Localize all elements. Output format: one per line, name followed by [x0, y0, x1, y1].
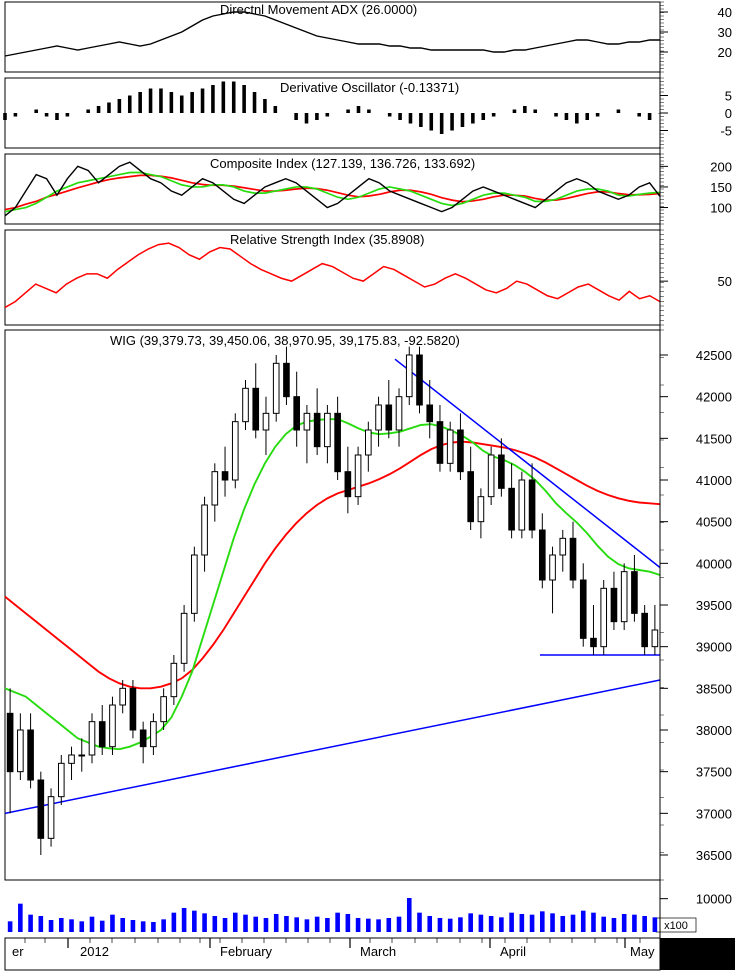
svg-text:10000: 10000: [696, 892, 732, 907]
svg-text:40: 40: [718, 5, 732, 20]
financial-chart-container: 20 30 40 Directnl Movement ADX (26.0000) -5 0…: [0, 0, 740, 974]
svg-text:20: 20: [718, 45, 732, 60]
svg-text:February: February: [220, 944, 273, 959]
svg-text:42500: 42500: [696, 348, 732, 363]
svg-text:38500: 38500: [696, 681, 732, 696]
svg-text:WIG (39,379.73, 39,450.06, 38,: WIG (39,379.73, 39,450.06, 38,970.95, 39…: [110, 333, 460, 348]
svg-text:50: 50: [718, 274, 732, 289]
svg-text:x100: x100: [664, 920, 688, 932]
svg-text:Derivative Oscillator (-0.1337: Derivative Oscillator (-0.13371): [280, 80, 459, 95]
svg-text:37500: 37500: [696, 765, 732, 780]
svg-text:Composite Index (127.139, 136.: Composite Index (127.139, 136.726, 133.6…: [210, 156, 475, 171]
svg-text:April: April: [500, 944, 526, 959]
svg-text:39000: 39000: [696, 640, 732, 655]
svg-text:40000: 40000: [696, 556, 732, 571]
svg-text:March: March: [360, 944, 396, 959]
svg-text:Relative Strength Index (35.89: Relative Strength Index (35.8908): [230, 232, 424, 247]
svg-text:Directnl Movement ADX (26.0000: Directnl Movement ADX (26.0000): [220, 2, 417, 17]
svg-text:37000: 37000: [696, 806, 732, 821]
svg-text:May: May: [630, 944, 655, 959]
chart-svg: 20 30 40 Directnl Movement ADX (26.0000) -5 0…: [0, 0, 740, 974]
svg-text:100: 100: [710, 201, 732, 216]
svg-text:41000: 41000: [696, 473, 732, 488]
svg-text:30: 30: [718, 25, 732, 40]
svg-text:er: er: [12, 944, 24, 959]
svg-text:-5: -5: [720, 124, 732, 139]
svg-text:39500: 39500: [696, 598, 732, 613]
svg-text:200: 200: [710, 159, 732, 174]
svg-text:40500: 40500: [696, 515, 732, 530]
svg-text:36500: 36500: [696, 848, 732, 863]
svg-text:2012: 2012: [80, 944, 109, 959]
svg-text:5: 5: [725, 89, 732, 104]
svg-text:42000: 42000: [696, 390, 732, 405]
svg-text:0: 0: [725, 106, 732, 121]
svg-text:150: 150: [710, 180, 732, 195]
svg-text:41500: 41500: [696, 431, 732, 446]
svg-text:38000: 38000: [696, 723, 732, 738]
